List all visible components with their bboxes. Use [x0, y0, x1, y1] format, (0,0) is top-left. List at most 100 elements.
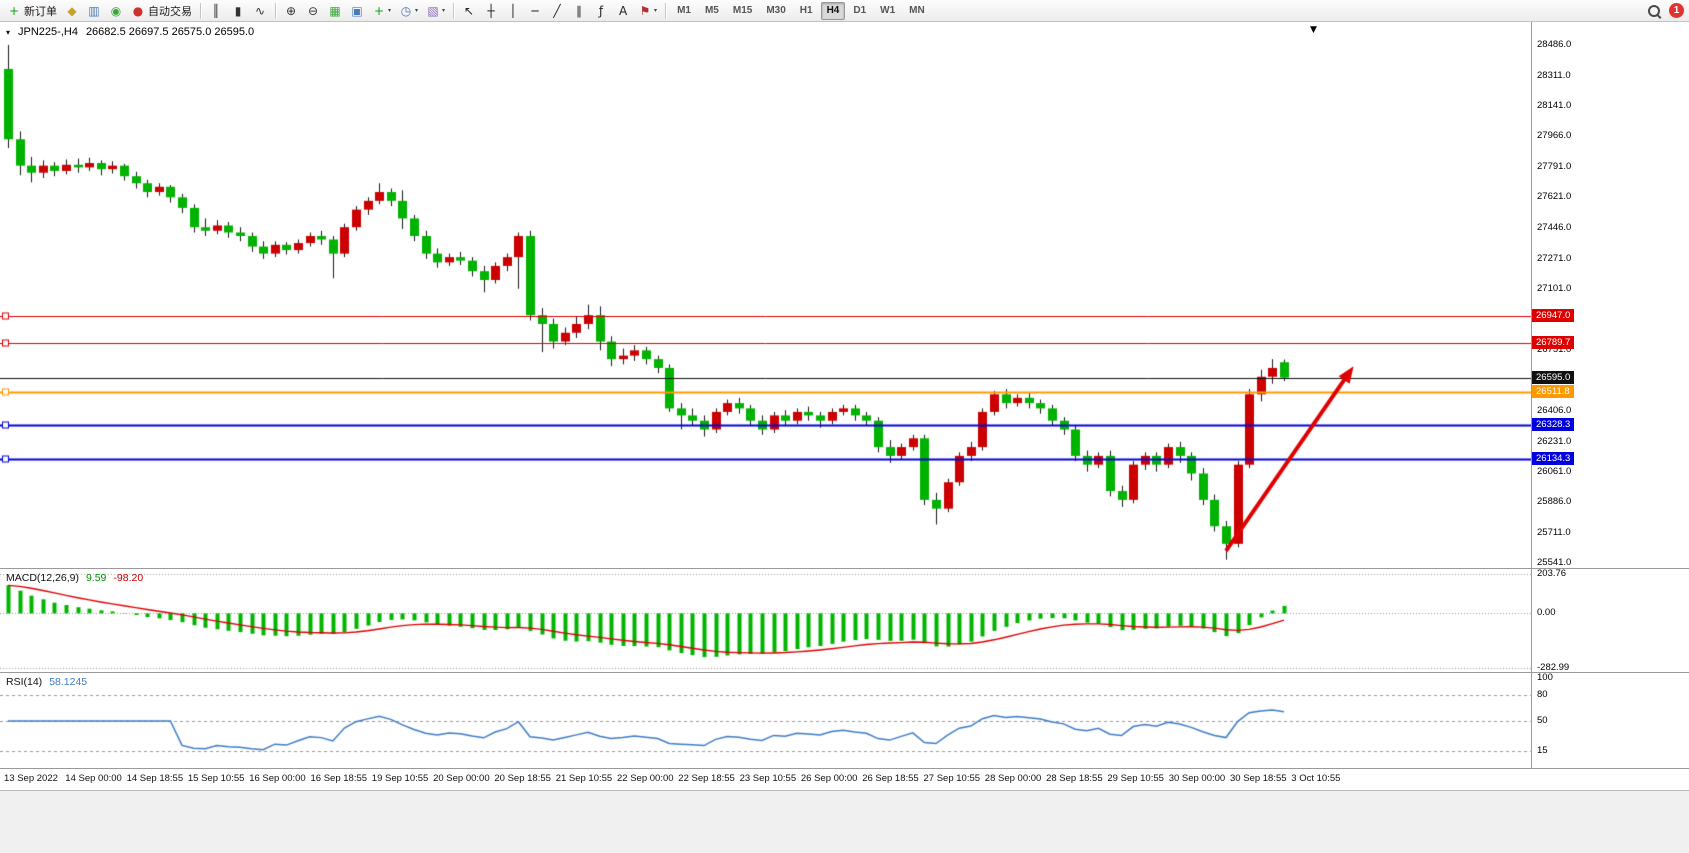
market-watch-icon: ▥	[88, 3, 100, 18]
search-icon[interactable]	[1648, 4, 1660, 17]
macd-label: MACD(12,26,9)	[6, 572, 79, 584]
tile-windows-button[interactable]: ▦	[325, 1, 345, 20]
data-window-icon: ◉	[110, 3, 122, 18]
price-axis-label: 26406.0	[1537, 405, 1572, 416]
price-level-badge: 26511.8	[1532, 385, 1574, 398]
vertical-line-icon: │	[509, 3, 517, 18]
chart-dropdown-icon[interactable]: ▾	[6, 27, 11, 37]
time-axis-separator	[0, 768, 1689, 769]
time-axis-label: 16 Sep 18:55	[310, 773, 368, 784]
macd-main-value: 9.59	[85, 572, 107, 584]
candlestick-chart-button[interactable]: ▮	[228, 1, 248, 20]
chart-ohlc-values: 26682.5 26697.5 26575.0 26595.0	[85, 26, 255, 38]
charts-profile-button[interactable]: ◆	[62, 1, 82, 20]
fibonacci-icon: ƒ	[598, 3, 604, 18]
periods-icon: ◷	[400, 3, 412, 18]
auto-trading-button[interactable]: ● 自动交易	[128, 1, 195, 20]
time-axis-label: 27 Sep 10:55	[923, 773, 981, 784]
trendline-icon: ╱	[553, 3, 561, 18]
toolbar: + 新订单 ◆ ▥ ◉ ● 自动交易 ║ ▮ ∿ ⊕ ⊖ ▦ ▣ + ▾ ◷ ▾ ▧ ▾ ↖ ┼ │ ─ ╱ ∥ ƒ A ⚑ ▾ M1 M5 M…	[0, 0, 1689, 22]
price-level-badge: 26789.7	[1532, 336, 1575, 349]
time-axis-label: 22 Sep 18:55	[678, 773, 735, 784]
timeframe-mn[interactable]: MN	[909, 4, 925, 16]
price-axis-label: 27446.0	[1537, 222, 1572, 233]
time-axis-label: 19 Sep 10:55	[371, 773, 429, 784]
line-chart-button[interactable]: ∿	[250, 1, 270, 20]
time-axis-label: 30 Sep 18:55	[1230, 773, 1287, 784]
timeframe-m15[interactable]: M15	[732, 4, 753, 16]
macd-axis-label: -282.99	[1537, 662, 1570, 673]
macd-axis-label: 0.00	[1537, 607, 1556, 618]
timeframe-h4[interactable]: H4	[820, 1, 846, 20]
zoom-out-button[interactable]: ⊖	[303, 1, 323, 20]
auto-trading-label: 自动交易	[148, 5, 192, 18]
new-order-label: 新订单	[24, 5, 57, 18]
time-axis-label: 26 Sep 18:55	[862, 773, 919, 784]
dropdown-caret-icon: ▾	[388, 7, 392, 14]
charts-profile-icon: ◆	[67, 3, 77, 18]
time-axis-label: 16 Sep 00:00	[249, 773, 306, 784]
price-axis-label: 28311.0	[1537, 70, 1571, 81]
time-axis-label: 3 Oct 10:55	[1291, 773, 1341, 784]
data-window-button[interactable]: ◉	[106, 1, 126, 20]
time-axis-label: 21 Sep 10:55	[555, 773, 613, 784]
new-order-icon: +	[8, 3, 20, 18]
time-axis-label: 23 Sep 10:55	[739, 773, 797, 784]
timeframe-w1[interactable]: W1	[880, 4, 896, 16]
timeframe-h1[interactable]: H1	[799, 4, 813, 16]
price-level-badge: 26595.0	[1532, 371, 1575, 384]
time-axis-label: 26 Sep 00:00	[800, 773, 858, 784]
horizontal-line-button[interactable]: ─	[525, 1, 545, 20]
rsi-axis-label: 15	[1537, 745, 1548, 756]
time-axis-label: 30 Sep 00:00	[1168, 773, 1226, 784]
price-axis-label: 27101.0	[1537, 283, 1572, 294]
time-axis-label: 28 Sep 00:00	[984, 773, 1042, 784]
cursor-button[interactable]: ↖	[459, 1, 479, 20]
price-axis-label: 26061.0	[1537, 466, 1572, 477]
vertical-line-button[interactable]: │	[503, 1, 523, 20]
zoom-out-icon: ⊖	[307, 3, 319, 18]
bar-chart-button[interactable]: ║	[206, 1, 226, 20]
dropdown-caret-icon: ▾	[415, 7, 419, 14]
time-axis-label: 20 Sep 00:00	[433, 773, 490, 784]
templates-button[interactable]: ▧ ▾	[423, 1, 448, 20]
price-axis-label: 26751.0	[1537, 344, 1572, 355]
periods-button[interactable]: ◷ ▾	[396, 1, 421, 20]
chart-window: ▾ JPN225-,H4 26682.5 26697.5 26575.0 265…	[0, 22, 1689, 790]
auto-trading-icon: ●	[132, 3, 144, 18]
zoom-in-button[interactable]: ⊕	[281, 1, 301, 20]
arrange-windows-icon: ▣	[351, 3, 363, 18]
timeframe-d1[interactable]: D1	[853, 4, 867, 16]
market-watch-button[interactable]: ▥	[84, 1, 104, 20]
toolbar-separator	[453, 2, 455, 19]
text-button[interactable]: A	[613, 1, 633, 20]
arrange-windows-button[interactable]: ▣	[347, 1, 367, 20]
macd-axis-label: 203.76	[1537, 568, 1567, 579]
panel-separator[interactable]	[0, 568, 1689, 569]
indicators-button[interactable]: + ▾	[369, 1, 394, 20]
price-axis-label: 27271.0	[1537, 253, 1572, 264]
timeframe-m1[interactable]: M1	[677, 4, 691, 16]
toolbar-separator	[200, 2, 201, 19]
dropdown-caret-icon: ▾	[442, 7, 446, 14]
rsi-value: 58.1245	[49, 676, 88, 688]
equidistant-channel-button[interactable]: ∥	[569, 1, 589, 20]
chart-shift-marker[interactable]: ▼	[1310, 25, 1317, 35]
rsi-header: RSI(14) 58.1245	[6, 676, 87, 688]
arrows-button[interactable]: ⚑ ▾	[635, 1, 660, 20]
line-chart-icon: ∿	[254, 3, 266, 18]
price-axis-label: 27966.0	[1537, 130, 1572, 141]
notification-badge[interactable]: 1	[1669, 3, 1684, 18]
new-order-button[interactable]: + 新订单	[4, 1, 60, 20]
panel-separator[interactable]	[0, 672, 1689, 673]
zoom-in-icon: ⊕	[285, 3, 297, 18]
toolbar-separator	[275, 2, 276, 19]
timeframe-m5[interactable]: M5	[704, 4, 719, 16]
price-chart-canvas[interactable]	[0, 22, 1531, 768]
time-axis-label: 20 Sep 18:55	[494, 773, 551, 784]
fibonacci-button[interactable]: ƒ	[591, 1, 611, 20]
crosshair-icon: ┼	[487, 3, 495, 18]
trendline-button[interactable]: ╱	[547, 1, 567, 20]
timeframe-m30[interactable]: M30	[766, 4, 786, 16]
crosshair-button[interactable]: ┼	[481, 1, 501, 20]
